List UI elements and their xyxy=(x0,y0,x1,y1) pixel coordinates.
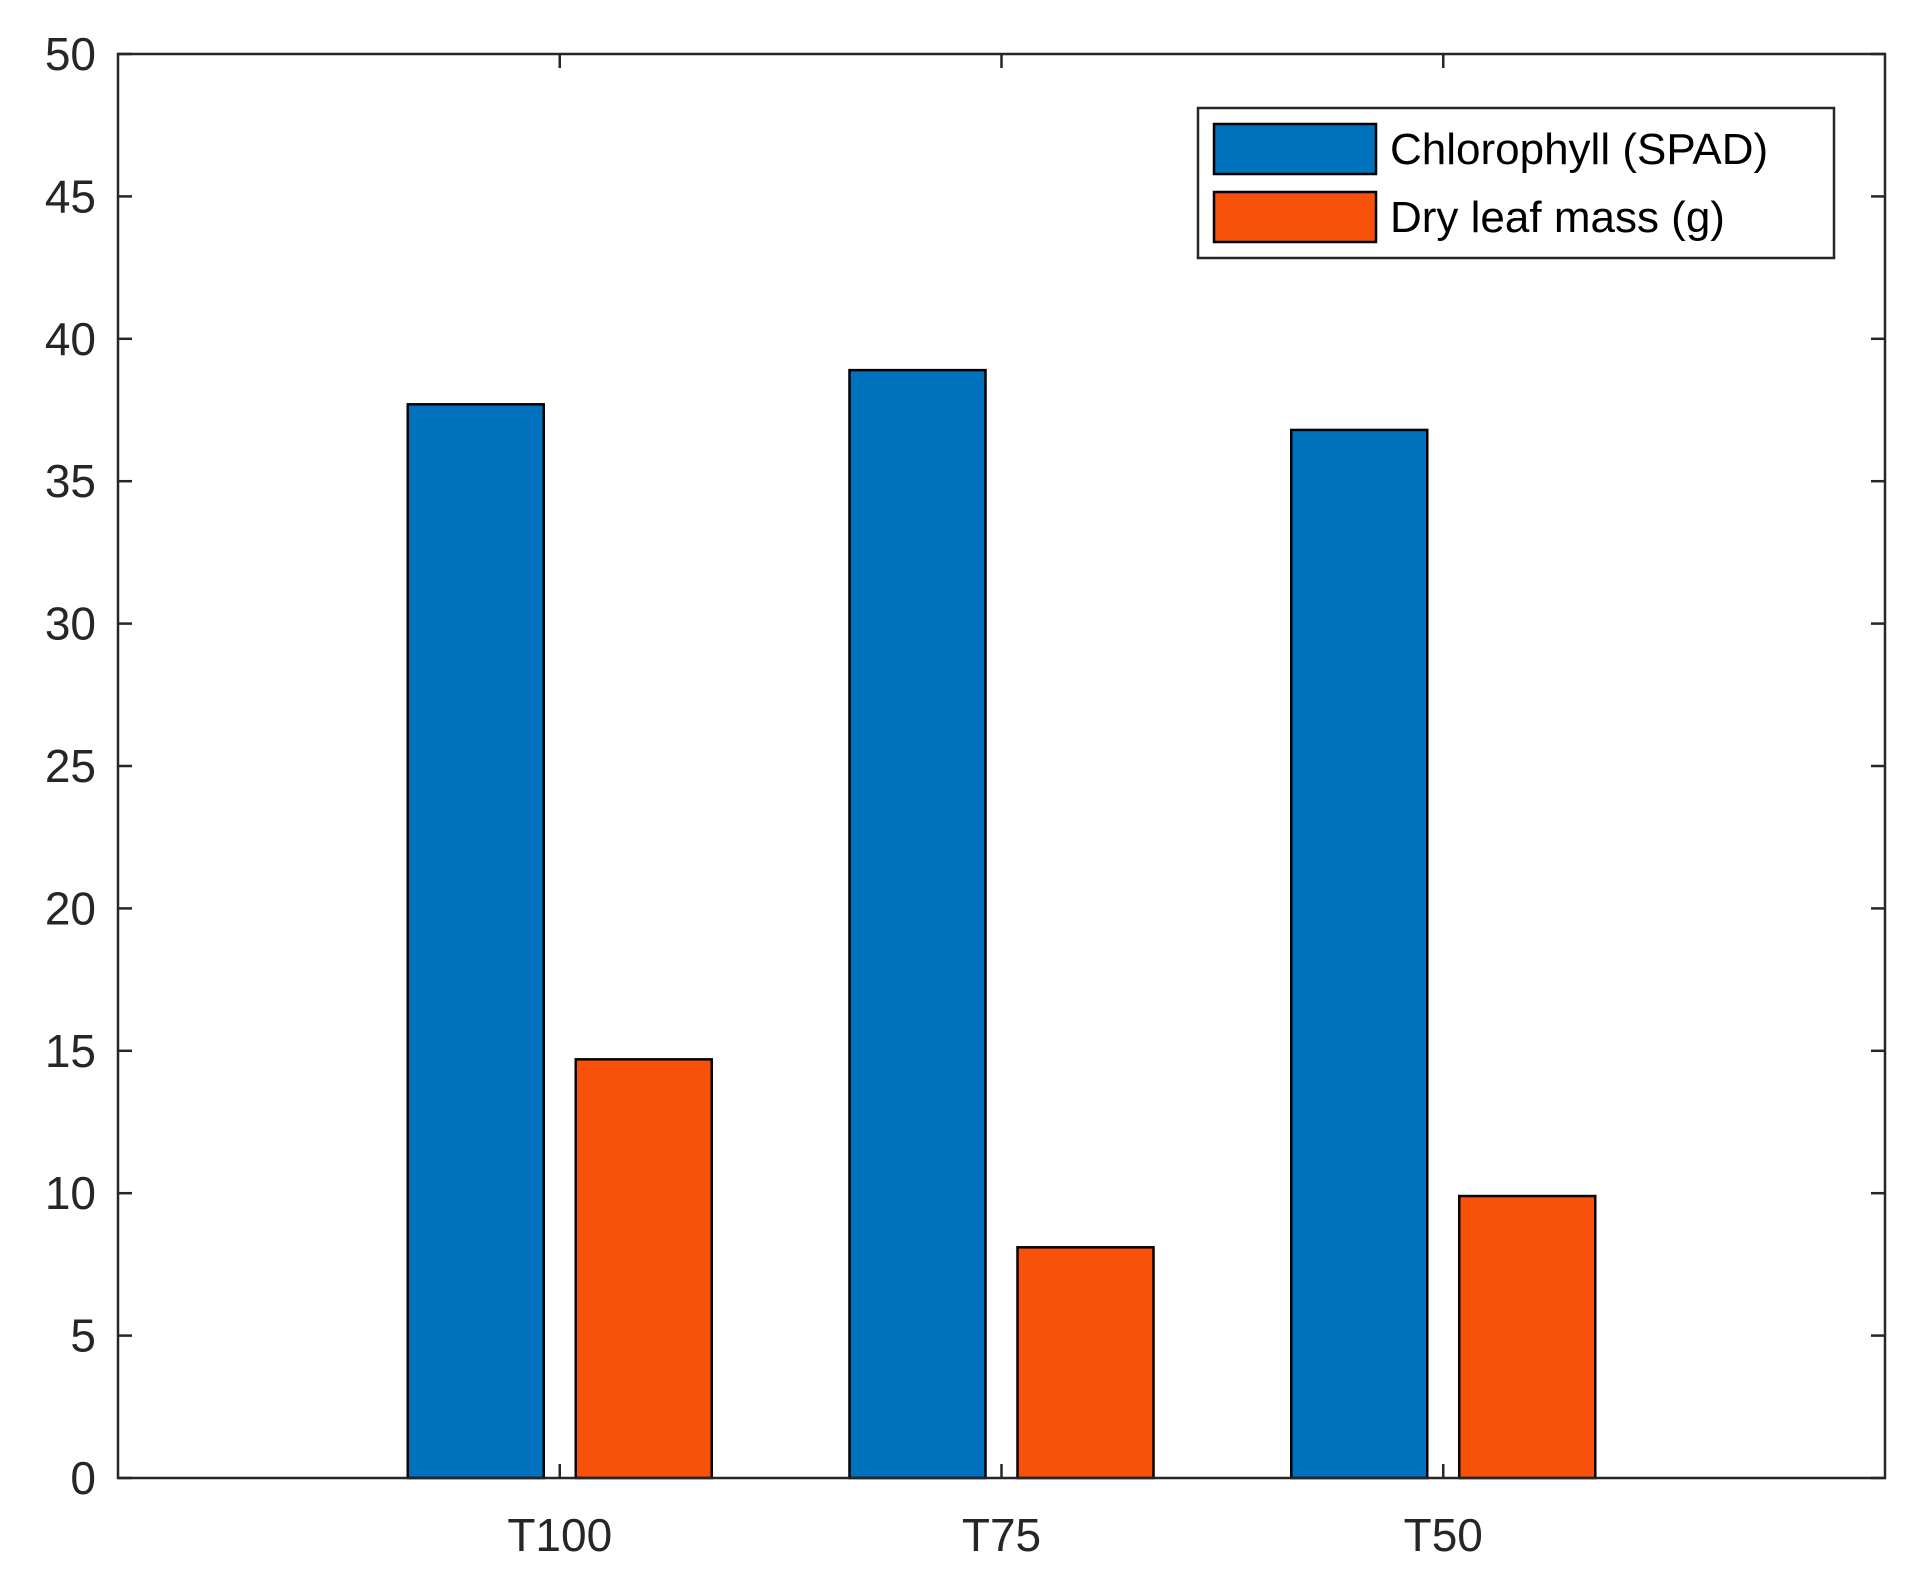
y-tick-label-10: 10 xyxy=(45,1167,96,1219)
legend-swatch-chlorophyll xyxy=(1212,122,1378,176)
bar-chlorophyll-spad-t75 xyxy=(848,368,987,1480)
y-tick-label-25: 25 xyxy=(45,740,96,792)
axes-frame xyxy=(116,52,1887,1480)
legend-label-chlorophyll: Chlorophyll (SPAD) xyxy=(1390,125,1768,174)
bar-dry-leaf-mass-g-t100 xyxy=(574,1058,713,1480)
bar-dry-leaf-mass-g-t50 xyxy=(1458,1194,1597,1480)
bar-dry-leaf-mass-g-t75 xyxy=(1016,1246,1155,1480)
x-tick-label-t75: T75 xyxy=(962,1509,1041,1561)
bar-group xyxy=(406,368,1597,1480)
legend-swatch-dry-leaf-mass xyxy=(1212,190,1378,244)
y-tick-labels: 0 5 10 15 20 25 30 35 40 45 50 xyxy=(45,28,96,1504)
y-tick-label-30: 30 xyxy=(45,598,96,650)
bar-chlorophyll-spad-t50 xyxy=(1290,428,1429,1480)
bar-chlorophyll-spad-t100 xyxy=(406,403,545,1480)
y-tick-label-40: 40 xyxy=(45,313,96,365)
y-tick-label-0: 0 xyxy=(70,1452,96,1504)
y-tick-label-5: 5 xyxy=(70,1310,96,1362)
legend-label-dry-leaf-mass: Dry leaf mass (g) xyxy=(1390,193,1725,242)
x-tick-label-t100: T100 xyxy=(507,1509,612,1561)
y-tick-label-50: 50 xyxy=(45,28,96,80)
y-tick-label-15: 15 xyxy=(45,1025,96,1077)
axis-ticks xyxy=(118,52,1885,1480)
x-tick-labels: T100 T75 T50 xyxy=(507,1509,1483,1561)
legend: Chlorophyll (SPAD) Dry leaf mass (g) xyxy=(1196,106,1836,260)
y-tick-label-35: 35 xyxy=(45,455,96,507)
y-tick-label-20: 20 xyxy=(45,882,96,934)
x-tick-label-t50: T50 xyxy=(1404,1509,1483,1561)
y-tick-label-45: 45 xyxy=(45,170,96,222)
